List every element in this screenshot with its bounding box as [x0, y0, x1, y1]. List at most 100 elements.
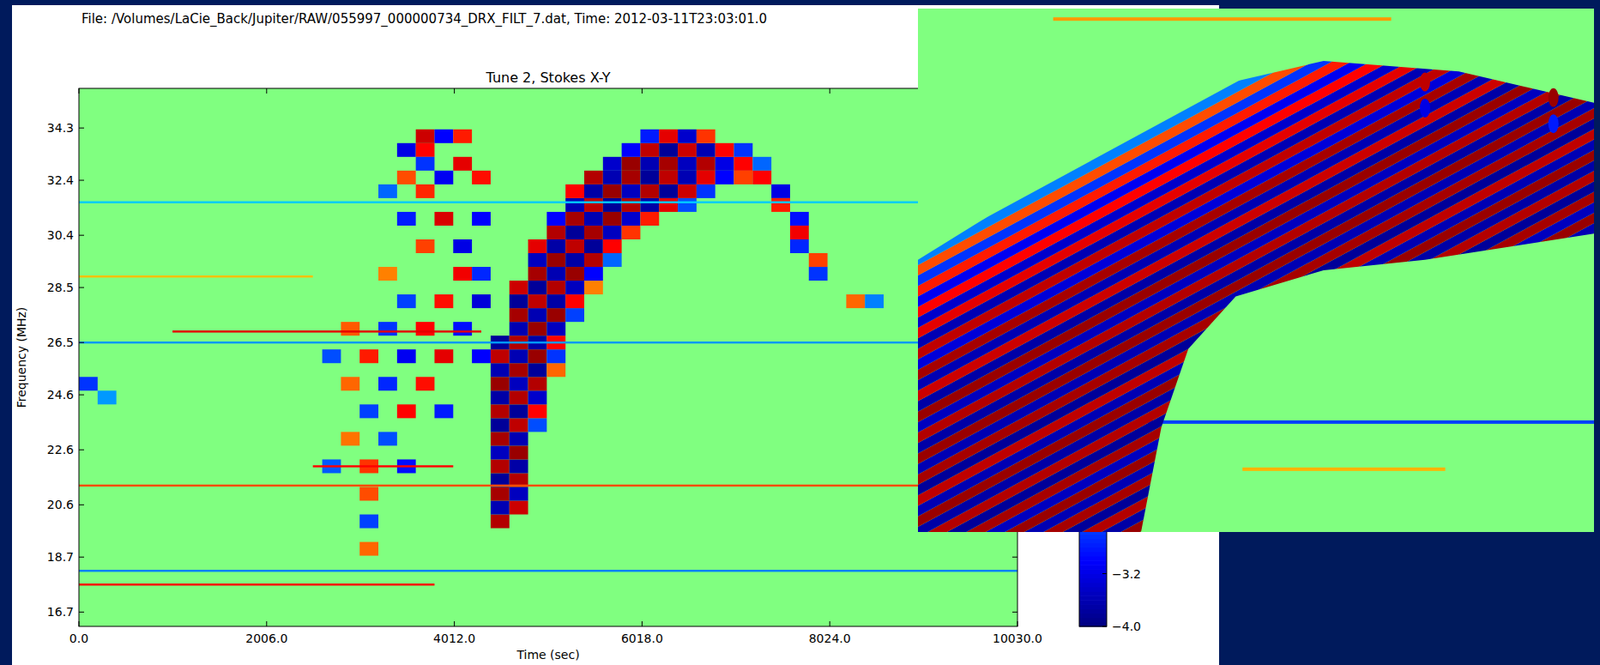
heat-cell	[790, 225, 810, 240]
colorbar-step	[1079, 538, 1107, 544]
y-tick	[78, 127, 85, 129]
y-tick-label: 16.7	[47, 604, 74, 619]
heat-cell	[696, 170, 716, 185]
heat-cell	[490, 486, 510, 501]
plot-frame	[78, 88, 1018, 627]
heat-cell	[528, 239, 548, 254]
heat-cell	[528, 417, 548, 432]
heat-cell	[97, 390, 117, 405]
heat-cell	[677, 184, 697, 199]
colorbar-step	[1079, 560, 1107, 566]
heat-cell	[584, 198, 604, 212]
heat-cell	[509, 445, 529, 459]
x-tick	[265, 621, 267, 627]
plot-marks	[78, 129, 1018, 586]
heat-cell	[640, 184, 659, 199]
heat-cell	[416, 321, 435, 336]
heat-cell	[416, 143, 435, 157]
x-tick	[453, 621, 455, 627]
heat-cell	[734, 143, 754, 157]
heat-cell	[621, 211, 641, 226]
y-tick-label: 22.6	[47, 442, 74, 457]
colorbar-tick-label: −3.2	[1111, 567, 1142, 581]
colorbar-tick-label: −4.0	[1111, 619, 1142, 634]
heat-cell	[528, 253, 548, 267]
y-tick	[78, 556, 85, 558]
heat-cell	[677, 156, 697, 171]
heat-cell	[546, 349, 566, 363]
heat-cell	[471, 349, 491, 363]
inset-line	[1147, 420, 1594, 424]
heat-cell	[603, 211, 622, 226]
heat-cell	[584, 184, 604, 199]
y-tick	[78, 449, 85, 451]
heat-cell	[734, 156, 754, 171]
stripe	[917, 8, 1594, 381]
spot	[1548, 114, 1559, 133]
heat-cell	[434, 211, 453, 226]
heat-cell	[546, 280, 566, 295]
rfi-line	[78, 583, 435, 586]
heat-cell	[809, 253, 828, 267]
heat-cell	[603, 198, 622, 212]
spot	[1419, 98, 1431, 118]
stripe	[917, 8, 1594, 350]
x-axis-title: Time (sec)	[515, 647, 580, 662]
heat-cell	[565, 253, 585, 267]
heat-cell	[452, 239, 472, 254]
stripe	[917, 8, 1594, 318]
rfi-line	[78, 484, 1018, 487]
x-tick	[265, 88, 267, 94]
heat-cell	[397, 170, 417, 185]
heat-cell	[640, 198, 659, 212]
heat-cell	[452, 129, 472, 144]
heat-cell	[658, 170, 678, 185]
heat-cell	[490, 501, 510, 515]
x-tick	[78, 621, 80, 627]
heat-cell	[416, 376, 435, 391]
heat-cell	[677, 170, 697, 185]
heat-cell	[471, 211, 491, 226]
heat-cell	[658, 198, 678, 212]
heat-cell	[790, 211, 810, 226]
heat-cell	[621, 184, 641, 199]
y-tick	[1012, 556, 1018, 558]
heat-cell	[546, 266, 566, 281]
heat-cell	[378, 431, 398, 446]
heat-cell	[658, 143, 678, 157]
heat-cell	[621, 225, 641, 240]
x-tick	[641, 88, 643, 94]
heat-cell	[509, 349, 529, 363]
y-tick-label: 30.4	[47, 228, 74, 242]
stripe-group	[917, 8, 1594, 532]
heat-cell	[640, 143, 659, 157]
colorbar-step	[1079, 609, 1107, 615]
heat-cell	[509, 362, 529, 377]
y-tick-label: 34.3	[47, 120, 74, 135]
heat-cell	[621, 156, 641, 171]
heat-cell	[546, 225, 566, 240]
heat-cell	[416, 129, 435, 144]
heat-cell	[715, 156, 735, 171]
heat-cell	[322, 349, 342, 363]
heat-cell	[509, 280, 529, 295]
y-tick	[78, 394, 85, 396]
y-tick-label: 20.6	[47, 497, 74, 512]
heat-cell	[490, 458, 510, 473]
rfi-line	[313, 464, 454, 467]
heat-cell	[584, 239, 604, 254]
heat-cell	[340, 376, 360, 391]
y-tick-label: 28.5	[47, 280, 74, 295]
heat-cell	[490, 445, 510, 459]
heat-cell	[546, 239, 566, 254]
heat-cell	[640, 156, 659, 171]
x-tick	[1017, 621, 1019, 627]
colorbar-step	[1079, 533, 1107, 539]
heat-cell	[416, 239, 435, 254]
heat-cell	[771, 198, 791, 212]
heat-cell	[397, 143, 417, 157]
heat-cell	[565, 198, 585, 212]
heat-cell	[490, 376, 510, 391]
stripe	[917, 8, 1594, 370]
heat-cell	[790, 239, 810, 254]
